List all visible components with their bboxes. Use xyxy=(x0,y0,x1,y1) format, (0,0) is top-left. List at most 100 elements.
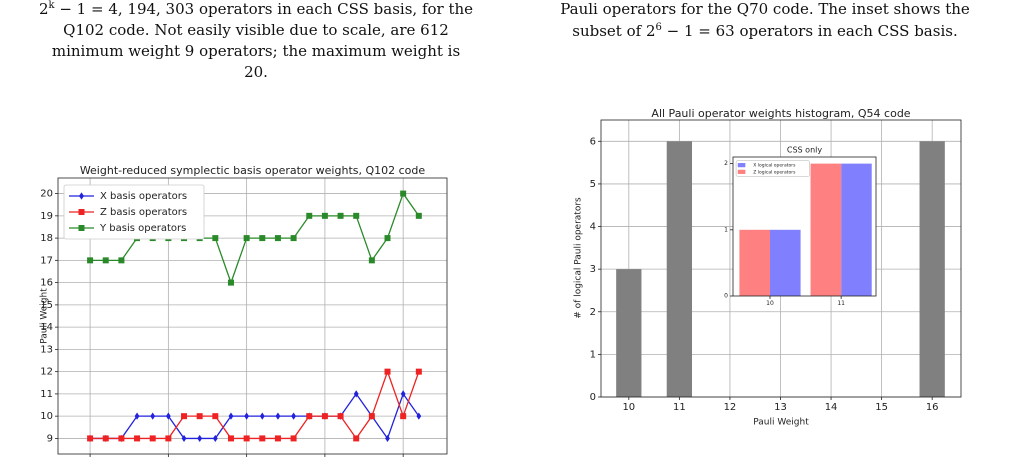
point xyxy=(415,368,422,375)
legend-label: Z logical operators xyxy=(753,169,796,175)
point xyxy=(243,435,250,442)
legend-label: X logical operators xyxy=(753,163,796,169)
point xyxy=(368,413,375,420)
legend-swatch xyxy=(737,163,746,168)
y-tick-label: 0 xyxy=(724,293,728,300)
x-tick-label: 13 xyxy=(774,402,787,413)
legend-swatch xyxy=(737,169,746,174)
point xyxy=(118,257,125,264)
point xyxy=(291,412,296,420)
point xyxy=(243,235,250,242)
point xyxy=(227,435,234,442)
y-tick-label: 0 xyxy=(590,392,596,403)
y-tick-label: 1 xyxy=(590,349,596,360)
point xyxy=(290,235,297,242)
plot-frame xyxy=(732,156,877,297)
point xyxy=(181,413,188,420)
point xyxy=(165,435,172,442)
legend-box xyxy=(63,184,205,240)
x-tick-label: 11 xyxy=(837,300,845,307)
y-tick-label: 2 xyxy=(590,307,596,318)
bar xyxy=(919,141,945,397)
point xyxy=(181,434,187,443)
point xyxy=(165,412,171,420)
point xyxy=(134,412,140,420)
caption-text: subset of 2 xyxy=(572,22,655,40)
chart-title: Weight-reduced symplectic basis operator… xyxy=(80,164,426,177)
point xyxy=(274,435,281,442)
caption-line: 2k − 1 = 4, 194, 303 operators in each C… xyxy=(39,0,473,18)
plot-frame xyxy=(600,119,962,398)
x-tick-label: 14 xyxy=(825,402,838,413)
point xyxy=(337,413,344,420)
bar xyxy=(769,229,801,296)
y-axis-label: Pauli Weight xyxy=(40,288,50,344)
point xyxy=(353,435,360,442)
y-tick-label: 9 xyxy=(47,433,53,444)
point xyxy=(102,435,109,442)
caption-line: Pauli operators for the Q70 code. The in… xyxy=(560,0,970,18)
y-tick-label: 16 xyxy=(40,278,53,289)
point xyxy=(275,412,281,420)
y-tick-label: 11 xyxy=(40,389,53,400)
point xyxy=(385,434,390,443)
y-tick-label: 14 xyxy=(40,322,53,333)
point xyxy=(212,413,219,420)
legend-label: Y basis operators xyxy=(99,223,186,234)
series-line xyxy=(90,369,420,440)
x-axis-label: Pauli Weight xyxy=(753,418,809,428)
caption-line: 20. xyxy=(244,63,268,81)
point xyxy=(227,279,234,286)
y-tick-label: 4 xyxy=(590,222,596,233)
point xyxy=(196,413,203,420)
legend-marker xyxy=(78,209,85,215)
y-tick-label: 17 xyxy=(40,255,53,266)
point xyxy=(274,235,281,242)
point xyxy=(306,413,313,420)
point xyxy=(353,212,360,219)
legend-box xyxy=(735,160,810,177)
legend-label: X basis operators xyxy=(100,191,187,202)
caption-line: minimum weight 9 operators; the maximum … xyxy=(52,42,460,60)
point xyxy=(400,413,407,420)
point xyxy=(87,257,94,264)
bar xyxy=(810,163,842,296)
x-tick-label: 12 xyxy=(724,402,737,413)
caption-text: 2 xyxy=(39,0,49,18)
point xyxy=(102,257,109,264)
y-tick-label: 3 xyxy=(590,264,596,275)
y-tick-label: 13 xyxy=(40,344,53,355)
point xyxy=(290,435,297,442)
plot-frame xyxy=(57,177,448,455)
y-tick-label: 12 xyxy=(40,367,53,378)
x-tick-label: 11 xyxy=(673,402,686,413)
y-tick-label: 15 xyxy=(40,300,53,311)
point xyxy=(384,368,391,375)
point xyxy=(384,235,391,242)
point xyxy=(212,235,219,242)
point xyxy=(118,435,125,442)
y-axis-label: # of logical Pauli operators xyxy=(574,197,584,319)
point xyxy=(134,435,141,442)
point xyxy=(244,412,250,420)
point xyxy=(337,212,344,219)
bar xyxy=(841,163,872,296)
chart-title: All Pauli operator weights histogram, Q5… xyxy=(651,107,910,120)
caption-text: − 1 = 63 operators in each CSS basis. xyxy=(662,22,958,40)
caption-text: − 1 = 4, 194, 303 operators in each CSS … xyxy=(55,0,474,18)
legend-label: Z basis operators xyxy=(100,207,187,218)
caption-sup: 6 xyxy=(656,22,662,33)
point xyxy=(400,190,407,197)
x-tick-label: 16 xyxy=(926,402,939,413)
y-tick-label: 20 xyxy=(40,189,53,200)
x-tick-label: 10 xyxy=(622,402,635,413)
bar xyxy=(616,269,642,397)
point xyxy=(259,435,266,442)
point xyxy=(400,390,406,398)
point xyxy=(259,235,266,242)
legend-marker xyxy=(78,225,85,231)
point xyxy=(259,412,265,420)
caption-sup: k xyxy=(49,0,56,11)
point xyxy=(306,212,313,219)
